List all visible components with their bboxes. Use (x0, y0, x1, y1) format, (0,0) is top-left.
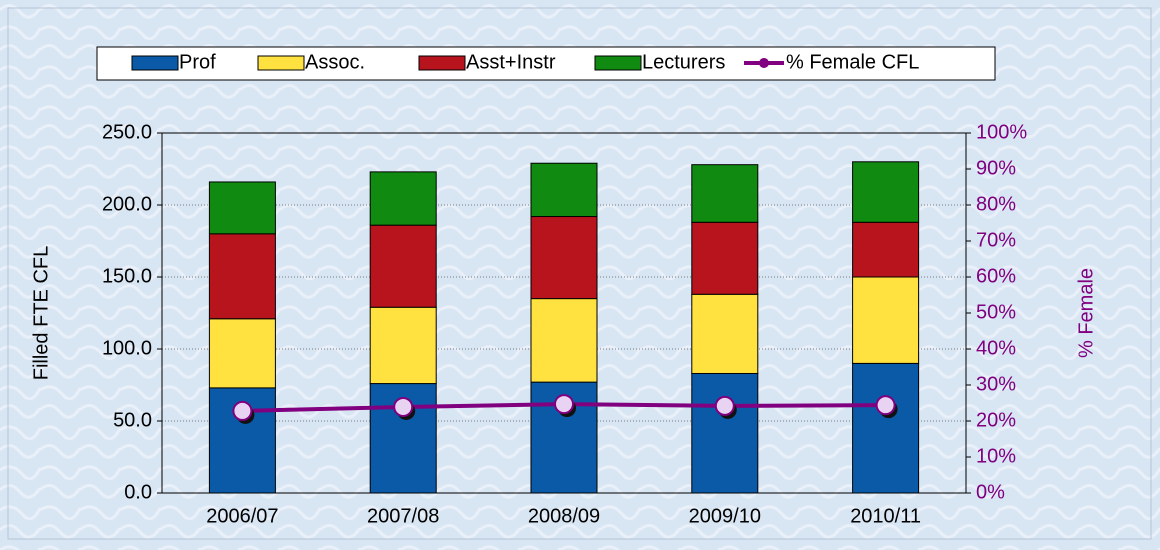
bar (530, 162, 598, 218)
y-tick-label: 250.0 (102, 121, 152, 143)
bar (852, 161, 920, 223)
bar (369, 383, 437, 494)
y2-axis-label: % Female (1075, 268, 1097, 358)
y-tick-label: 50.0 (113, 409, 152, 431)
legend-swatch (131, 55, 179, 71)
legend-marker (759, 58, 769, 68)
bar (691, 164, 759, 223)
bar (691, 293, 759, 374)
legend-label: % Female CFL (786, 51, 919, 73)
bar (852, 276, 920, 364)
legend-swatch (257, 55, 305, 71)
legend-label: Prof (179, 51, 216, 73)
legend-box (96, 46, 996, 81)
bar (530, 298, 598, 383)
y-axis-label: Filled FTE CFL (30, 246, 52, 380)
legend-label: Assoc. (305, 51, 365, 73)
bar (208, 233, 276, 320)
y2-tick-label: 30% (976, 373, 1016, 395)
x-tick-label: 2008/09 (528, 505, 600, 527)
y-tick-label: 100.0 (102, 337, 152, 359)
y-tick-label: 150.0 (102, 265, 152, 287)
bar (208, 318, 276, 389)
y2-tick-label: 70% (976, 229, 1016, 251)
y2-tick-label: 90% (976, 157, 1016, 179)
y2-tick-label: 100% (976, 121, 1027, 143)
x-tick-label: 2009/10 (689, 505, 761, 527)
legend-label: Lecturers (642, 51, 725, 73)
marker (232, 400, 253, 421)
bar (691, 372, 759, 494)
bar (852, 221, 920, 278)
bar (530, 216, 598, 300)
y2-tick-label: 60% (976, 265, 1016, 287)
y2-tick-label: 80% (976, 193, 1016, 215)
x-tick-label: 2007/08 (367, 505, 439, 527)
bar (369, 224, 437, 308)
y2-tick-label: 40% (976, 337, 1016, 359)
y-tick-label: 200.0 (102, 193, 152, 215)
legend-swatch (594, 55, 642, 71)
y-tick-label: 0.0 (124, 481, 152, 503)
marker (875, 395, 896, 416)
bar (208, 181, 276, 235)
legend-label: Asst+Instr (466, 51, 556, 73)
x-tick-label: 2010/11 (850, 505, 921, 527)
bar (691, 221, 759, 295)
y2-tick-label: 20% (976, 409, 1016, 431)
bar (369, 171, 437, 226)
legend-swatch (418, 55, 466, 71)
bar (852, 362, 920, 494)
x-tick-label: 2006/07 (206, 505, 278, 527)
marker (554, 394, 574, 415)
marker (714, 395, 735, 416)
chart-border (7, 7, 1152, 540)
y2-tick-label: 0% (976, 481, 1005, 503)
y2-tick-label: 10% (976, 445, 1016, 467)
bar (369, 306, 437, 385)
y2-tick-label: 50% (976, 301, 1016, 323)
marker (393, 396, 414, 417)
